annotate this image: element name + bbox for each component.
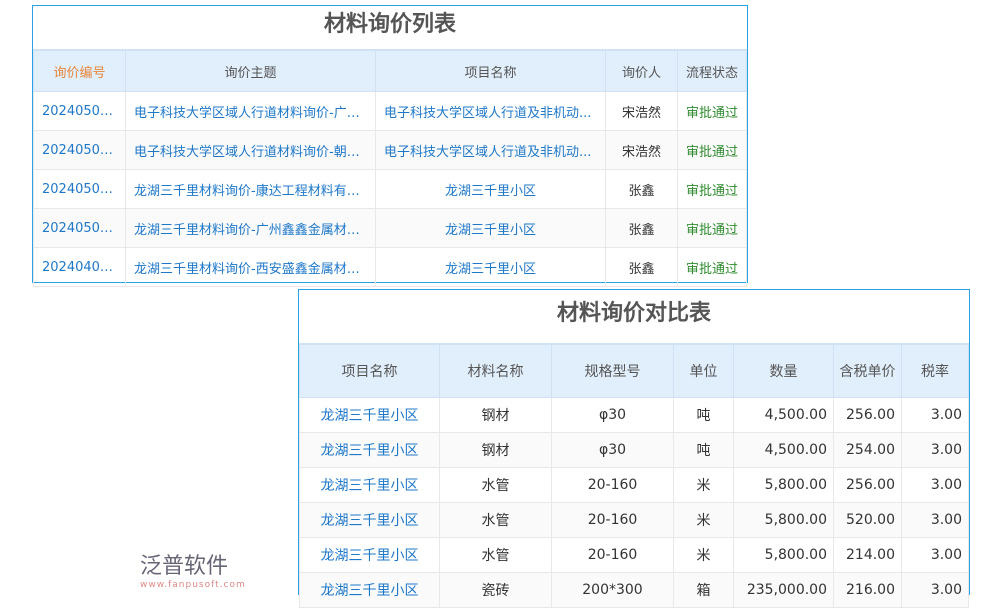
quantity: 5,800.00 [733, 467, 834, 503]
table-row: 龙湖三千里小区 水管 20-160 米 5,800.00 256.00 3.00 [299, 467, 969, 503]
column-header[interactable]: 询价编号 [33, 50, 126, 92]
inquiry-list-panel: 材料询价列表 询价编号 询价主题 项目名称 询价人 流程状态 2024050004 电子科技… [32, 5, 748, 287]
column-header[interactable]: 单位 [673, 344, 734, 398]
quantity: 5,800.00 [733, 537, 834, 573]
tax-rate: 3.00 [901, 537, 969, 573]
material-name: 钢材 [439, 397, 552, 433]
spec: φ30 [551, 432, 674, 468]
status: 审批通过 [677, 247, 747, 287]
status: 审批通过 [677, 208, 747, 248]
material-name: 水管 [439, 467, 552, 503]
inquirer: 张鑫 [605, 247, 678, 287]
unit-price: 214.00 [833, 537, 902, 573]
inquiry-subject-link[interactable]: 电子科技大学区域人行道材料询价-广西... [125, 91, 376, 131]
status: 审批通过 [677, 169, 747, 209]
inquirer: 宋浩然 [605, 130, 678, 170]
project-name-link[interactable]: 龙湖三千里小区 [299, 572, 440, 608]
unit: 米 [673, 537, 734, 573]
inquiry-compare-panel: 材料询价对比表 项目名称 材料名称 规格型号 单位 数量 含税单价 税率 龙湖三千里小区 钢材 φ… [298, 289, 970, 608]
spec: 20-160 [551, 537, 674, 573]
table-row[interactable]: 2024040001 龙湖三千里材料询价-西安盛鑫金属材料... 龙湖三千里小区 张鑫… [33, 247, 747, 287]
tax-rate: 3.00 [901, 572, 969, 608]
inquiry-id-link[interactable]: 2024050002 [33, 169, 126, 209]
table-row: 龙湖三千里小区 钢材 φ30 吨 4,500.00 256.00 3.00 [299, 397, 969, 433]
quantity: 4,500.00 [733, 432, 834, 468]
inquiry-id-link[interactable]: 2024040001 [33, 247, 126, 287]
project-name-link[interactable]: 龙湖三千里小区 [299, 397, 440, 433]
unit: 吨 [673, 397, 734, 433]
status: 审批通过 [677, 91, 747, 131]
column-header[interactable]: 询价主题 [125, 50, 376, 92]
column-header[interactable]: 流程状态 [677, 50, 747, 92]
inquiry-subject-link[interactable]: 龙湖三千里材料询价-西安盛鑫金属材料... [125, 247, 376, 287]
tax-rate: 3.00 [901, 397, 969, 433]
unit: 米 [673, 467, 734, 503]
project-name-link[interactable]: 电子科技大学区域人行道及非机动... [375, 91, 606, 131]
project-name-link[interactable]: 龙湖三千里小区 [299, 432, 440, 468]
unit-price: 256.00 [833, 467, 902, 503]
column-header[interactable]: 询价人 [605, 50, 678, 92]
unit-price: 254.00 [833, 432, 902, 468]
inquiry-id-link[interactable]: 2024050001 [33, 208, 126, 248]
project-name-link[interactable]: 龙湖三千里小区 [375, 169, 606, 209]
column-header[interactable]: 项目名称 [299, 344, 440, 398]
inquiry-compare-title: 材料询价对比表 [299, 290, 969, 344]
inquiry-subject-link[interactable]: 电子科技大学区域人行道材料询价-朝阳... [125, 130, 376, 170]
column-header[interactable]: 材料名称 [439, 344, 552, 398]
inquirer: 张鑫 [605, 169, 678, 209]
inquiry-id-link[interactable]: 2024050003 [33, 130, 126, 170]
spec: 20-160 [551, 467, 674, 503]
spec: 200*300 [551, 572, 674, 608]
material-name: 钢材 [439, 432, 552, 468]
table-row[interactable]: 2024050003 电子科技大学区域人行道材料询价-朝阳... 电子科技大学区域人… [33, 130, 747, 170]
inquiry-subject-link[interactable]: 龙湖三千里材料询价-康达工程材料有限... [125, 169, 376, 209]
tax-rate: 3.00 [901, 467, 969, 503]
unit-price: 520.00 [833, 502, 902, 538]
watermark-url: www.fanpusoft.com [140, 580, 246, 590]
project-name-link[interactable]: 龙湖三千里小区 [375, 208, 606, 248]
project-name-link[interactable]: 龙湖三千里小区 [299, 502, 440, 538]
project-name-link[interactable]: 电子科技大学区域人行道及非机动... [375, 130, 606, 170]
table-row: 龙湖三千里小区 瓷砖 200*300 箱 235,000.00 216.00 3.00 [299, 572, 969, 608]
table-row[interactable]: 2024050004 电子科技大学区域人行道材料询价-广西... 电子科技大学区域人… [33, 91, 747, 131]
inquiry-subject-link[interactable]: 龙湖三千里材料询价-广州鑫鑫金属材料... [125, 208, 376, 248]
table-row: 龙湖三千里小区 水管 20-160 米 5,800.00 214.00 3.00 [299, 537, 969, 573]
table-row[interactable]: 2024050001 龙湖三千里材料询价-广州鑫鑫金属材料... 龙湖三千里小区 张鑫… [33, 208, 747, 248]
quantity: 4,500.00 [733, 397, 834, 433]
spec: 20-160 [551, 502, 674, 538]
column-header[interactable]: 规格型号 [551, 344, 674, 398]
unit: 箱 [673, 572, 734, 608]
spec: φ30 [551, 397, 674, 433]
project-name-link[interactable]: 龙湖三千里小区 [299, 467, 440, 503]
quantity: 5,800.00 [733, 502, 834, 538]
watermark-logo: 泛普软件 www.fanpusoft.com [140, 548, 246, 590]
unit-price: 216.00 [833, 572, 902, 608]
material-name: 水管 [439, 502, 552, 538]
watermark-name: 泛普软件 [140, 554, 229, 579]
material-name: 水管 [439, 537, 552, 573]
project-name-link[interactable]: 龙湖三千里小区 [375, 247, 606, 287]
inquirer: 张鑫 [605, 208, 678, 248]
column-header[interactable]: 含税单价 [833, 344, 902, 398]
column-header[interactable]: 数量 [733, 344, 834, 398]
column-header[interactable]: 项目名称 [375, 50, 606, 92]
tax-rate: 3.00 [901, 502, 969, 538]
inquiry-list-table: 询价编号 询价主题 项目名称 询价人 流程状态 2024050004 电子科技大学区域人行道… [33, 50, 747, 287]
column-header[interactable]: 税率 [901, 344, 969, 398]
project-name-link[interactable]: 龙湖三千里小区 [299, 537, 440, 573]
inquirer: 宋浩然 [605, 91, 678, 131]
inquiry-list-title: 材料询价列表 [33, 6, 747, 50]
unit: 米 [673, 502, 734, 538]
inquiry-compare-table: 项目名称 材料名称 规格型号 单位 数量 含税单价 税率 龙湖三千里小区 钢材 φ30 吨 4,500… [299, 344, 969, 608]
table-row[interactable]: 2024050002 龙湖三千里材料询价-康达工程材料有限... 龙湖三千里小区 张鑫… [33, 169, 747, 209]
status: 审批通过 [677, 130, 747, 170]
inquiry-id-link[interactable]: 2024050004 [33, 91, 126, 131]
tax-rate: 3.00 [901, 432, 969, 468]
unit-price: 256.00 [833, 397, 902, 433]
table-row: 龙湖三千里小区 水管 20-160 米 5,800.00 520.00 3.00 [299, 502, 969, 538]
material-name: 瓷砖 [439, 572, 552, 608]
table-row: 龙湖三千里小区 钢材 φ30 吨 4,500.00 254.00 3.00 [299, 432, 969, 468]
unit: 吨 [673, 432, 734, 468]
quantity: 235,000.00 [733, 572, 834, 608]
